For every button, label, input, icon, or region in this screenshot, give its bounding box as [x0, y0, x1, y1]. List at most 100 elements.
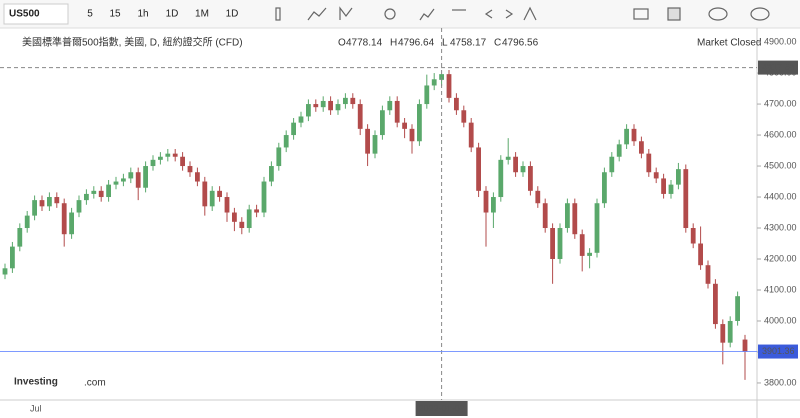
candle-icon[interactable]: [275, 7, 281, 21]
legend-key: H: [390, 38, 397, 49]
crosshair-price: 4817.68: [762, 62, 795, 72]
candle-body: [535, 190, 541, 204]
candle-body: [328, 100, 333, 111]
interval-button[interactable]: 1D: [166, 9, 179, 20]
candle-body: [742, 339, 748, 352]
candle-body: [106, 184, 111, 198]
candle-body: [187, 166, 193, 173]
candle-body: [668, 184, 674, 194]
crosshair-date: 2022-01-03: [419, 403, 465, 413]
candle-body: [69, 212, 74, 235]
y-tick-label: 4000.00: [764, 315, 797, 325]
alert-icon[interactable]: [523, 6, 537, 21]
candle-body: [476, 147, 481, 191]
y-tick-label: 4600.00: [764, 129, 797, 139]
legend-value: 4758.17: [450, 38, 487, 49]
candle-body: [646, 153, 652, 173]
candle-body: [24, 215, 30, 229]
candle-body: [335, 104, 341, 111]
bar-icon[interactable]: [339, 6, 353, 20]
candle-body: [587, 252, 592, 256]
candle-body: [468, 122, 474, 148]
candle-body: [409, 128, 415, 142]
toolbar-icons: [275, 6, 770, 21]
settings-icon[interactable]: [384, 8, 396, 20]
candle-body: [306, 104, 311, 117]
y-tick-label: 4900.00: [764, 36, 797, 46]
interval-button[interactable]: 5: [87, 9, 93, 20]
candle-body: [572, 203, 578, 235]
legend-key: L: [442, 38, 448, 49]
candle-body: [513, 156, 518, 173]
legend-value: 4796.56: [502, 38, 539, 49]
cloud-up-icon[interactable]: [750, 7, 770, 21]
candle-body: [498, 159, 504, 198]
candle-body: [705, 265, 711, 284]
candle-body: [269, 166, 274, 182]
candle-body: [357, 104, 363, 129]
candle-body: [84, 193, 89, 201]
candle-body: [528, 166, 533, 191]
candle-body: [246, 209, 252, 229]
line-icon[interactable]: [307, 7, 327, 21]
candle-body: [439, 74, 444, 80]
candle-body: [195, 172, 200, 182]
cloud-down-icon[interactable]: [708, 7, 728, 21]
candle-body: [76, 200, 82, 213]
candle-body: [343, 97, 348, 105]
candle-body: [47, 197, 52, 207]
candle-body: [98, 190, 104, 198]
candle-body: [713, 283, 718, 325]
interval-button[interactable]: 1D: [226, 9, 239, 20]
y-tick-label: 4400.00: [764, 191, 797, 201]
candle-body: [491, 197, 496, 213]
candle-body: [639, 141, 644, 154]
interval-button[interactable]: 1M: [195, 9, 209, 20]
candle-body: [372, 135, 378, 154]
candle-body: [113, 181, 119, 185]
indicator-icon[interactable]: [419, 8, 435, 21]
crosshair-price-box: [758, 60, 798, 75]
legend-key: O: [338, 38, 346, 49]
candle-body: [417, 104, 422, 142]
x-tick-label: Jul: [30, 403, 42, 413]
candle-body: [291, 122, 296, 136]
candle-body: [402, 122, 407, 129]
color-icon[interactable]: [667, 7, 681, 21]
candle-body: [143, 166, 148, 188]
candle-body: [2, 268, 8, 275]
candle-body: [39, 200, 45, 207]
camera-icon[interactable]: [633, 8, 649, 20]
undo-icon[interactable]: [484, 9, 493, 19]
candle-body: [320, 100, 326, 108]
candle-body: [631, 128, 637, 142]
candle-body: [676, 169, 681, 185]
y-tick-label: 4500.00: [764, 160, 797, 170]
interval-button[interactable]: 15: [109, 9, 121, 20]
candle-body: [424, 85, 430, 105]
candle-body: [350, 97, 356, 105]
candle-body: [394, 100, 400, 123]
candle-body: [690, 228, 696, 244]
candle-body: [594, 203, 600, 253]
redo-icon[interactable]: [505, 9, 514, 19]
candle-body: [380, 110, 385, 136]
candle-body: [224, 197, 230, 213]
candle-body: [180, 156, 185, 167]
candle-body: [254, 209, 259, 213]
logo-suffix: .com: [84, 378, 106, 389]
symbol-box[interactable]: [3, 3, 69, 25]
candle-body: [653, 172, 659, 179]
interval-button[interactable]: 1h: [137, 9, 148, 20]
candle-body: [624, 128, 629, 145]
candle-body: [609, 156, 615, 173]
y-tick-label: 4200.00: [764, 253, 797, 263]
candle-body: [565, 203, 570, 229]
candle-body: [579, 234, 585, 256]
candle-body: [17, 228, 23, 247]
legend-value: 4796.64: [398, 38, 435, 49]
candle-body: [128, 172, 134, 179]
candle-body: [698, 243, 703, 266]
candle-body: [542, 203, 548, 229]
